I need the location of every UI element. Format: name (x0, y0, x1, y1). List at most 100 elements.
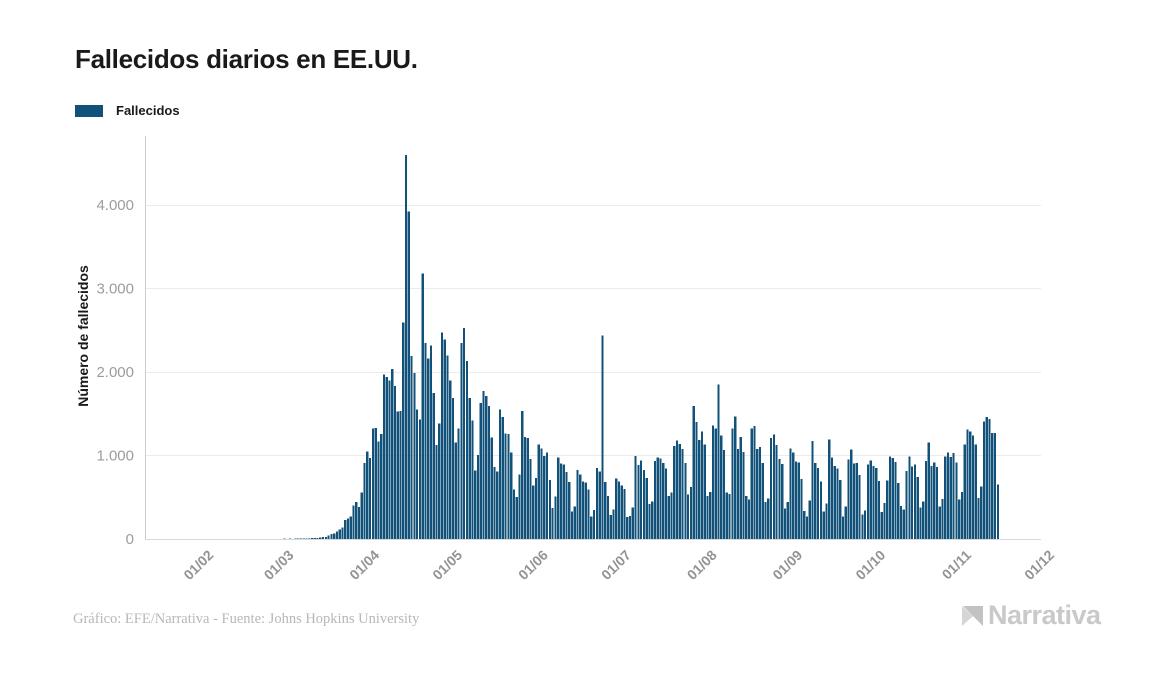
bar (908, 456, 911, 539)
bar (664, 468, 668, 539)
bar (891, 458, 894, 539)
bar (545, 452, 549, 539)
bar (675, 440, 679, 539)
bar (606, 496, 610, 539)
bar (888, 456, 892, 539)
bar (706, 496, 709, 539)
bar (404, 154, 408, 539)
bar (651, 501, 654, 539)
bar (645, 478, 648, 539)
bar (601, 335, 604, 539)
bar (993, 432, 997, 539)
bar (465, 361, 469, 539)
narrativa-logo-text: Narrativa (988, 600, 1101, 630)
bar (640, 460, 643, 539)
bar (432, 392, 435, 539)
bar (670, 492, 673, 539)
bar (734, 416, 737, 539)
bar (612, 509, 615, 539)
bar (684, 463, 687, 539)
bar (814, 462, 817, 539)
bar (344, 520, 347, 539)
bar (653, 460, 657, 539)
bar (581, 481, 585, 539)
bar (463, 327, 466, 539)
x-tick-label: 01/06 (515, 547, 551, 583)
bar (416, 409, 419, 539)
bar (811, 440, 814, 539)
bar (869, 460, 872, 539)
bar (308, 538, 311, 539)
bar (689, 486, 693, 539)
bar (562, 464, 565, 539)
bar (792, 452, 795, 539)
bar (828, 439, 831, 539)
bar (385, 377, 388, 539)
bar (521, 410, 524, 539)
bar (451, 397, 455, 539)
narrativa-logo-icon (962, 605, 983, 626)
bar (692, 406, 695, 539)
bar (880, 511, 883, 539)
legend-swatch (75, 104, 103, 117)
bar (429, 345, 433, 539)
bar (642, 469, 645, 539)
bar (576, 470, 579, 539)
bar (393, 386, 397, 539)
bar (822, 511, 825, 539)
x-axis-tick-labels: 01/02 01/03 01/04 01/05 01/06 01/07 01/08 01/09… (180, 547, 1057, 583)
bar (808, 500, 811, 539)
y-tick-label: 1.000 (96, 447, 134, 464)
bar (803, 510, 806, 539)
bar (366, 451, 369, 539)
bar (919, 507, 922, 539)
bar (620, 485, 623, 539)
bar (977, 498, 980, 539)
bar (482, 391, 485, 539)
bar (944, 456, 947, 539)
bar (839, 480, 842, 539)
legend-item-fallecidos[interactable]: Fallecidos (75, 103, 180, 118)
bar (781, 463, 784, 539)
bar (833, 466, 836, 539)
bar (794, 461, 798, 539)
x-tick-label: 01/11 (939, 547, 975, 583)
bar (427, 358, 430, 539)
bar (330, 534, 333, 539)
bar (504, 433, 507, 539)
bar (532, 485, 535, 539)
bar (374, 427, 377, 539)
bar (897, 483, 900, 539)
bar (905, 470, 908, 539)
bar (656, 457, 659, 539)
x-tick-label: 01/05 (429, 547, 465, 583)
bar (725, 492, 728, 539)
bar (457, 428, 460, 539)
bar (316, 537, 319, 539)
bar (877, 481, 881, 539)
x-tick-label: 01/08 (684, 547, 720, 583)
bar (913, 464, 917, 539)
bar (924, 460, 928, 539)
bar (797, 462, 800, 539)
bar (681, 449, 684, 539)
bar (512, 489, 516, 539)
bar (709, 491, 712, 539)
bar (938, 506, 941, 539)
bar (510, 452, 513, 539)
bar (476, 454, 480, 539)
bar (772, 434, 775, 539)
bar (313, 538, 316, 539)
bar (844, 506, 847, 539)
bar (501, 417, 504, 539)
bar (971, 435, 975, 539)
bar (335, 531, 339, 539)
bar (498, 409, 502, 539)
gridlines (145, 205, 1041, 456)
bar (969, 431, 972, 539)
bar (966, 429, 969, 539)
chart-title: Fallecidos diarios en EE.UU. (75, 44, 418, 74)
bar (841, 516, 845, 539)
bar (985, 417, 988, 539)
